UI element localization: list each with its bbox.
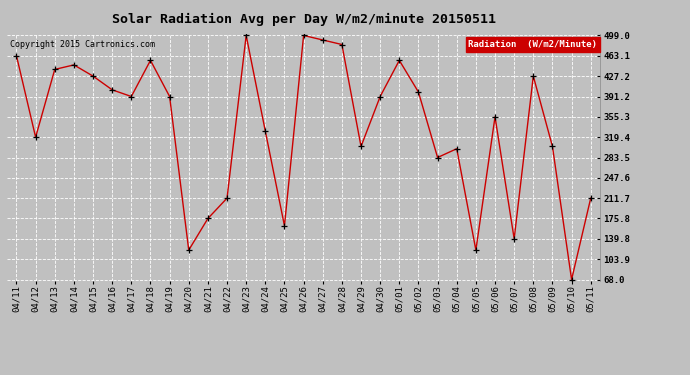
Text: Radiation  (W/m2/Minute): Radiation (W/m2/Minute) [469,40,598,49]
Text: Copyright 2015 Cartronics.com: Copyright 2015 Cartronics.com [10,40,155,49]
Text: Solar Radiation Avg per Day W/m2/minute 20150511: Solar Radiation Avg per Day W/m2/minute … [112,13,495,26]
